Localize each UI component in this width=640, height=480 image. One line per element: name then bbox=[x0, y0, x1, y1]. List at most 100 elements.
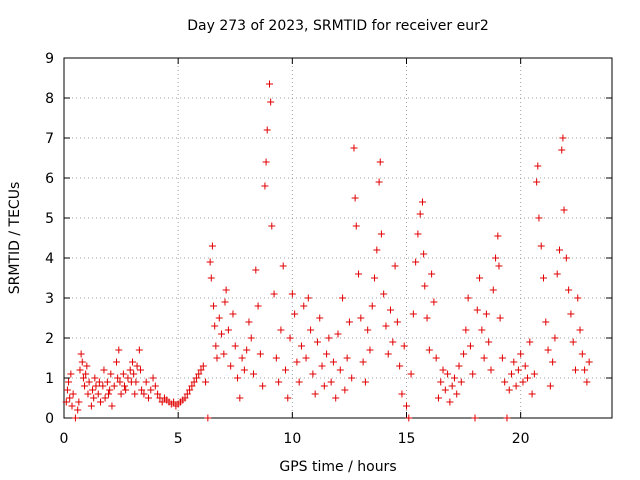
chart-title: Day 273 of 2023, SRMTID for receiver eur… bbox=[187, 18, 489, 34]
data-point bbox=[87, 402, 95, 410]
data-point bbox=[212, 342, 220, 350]
data-point bbox=[121, 382, 129, 390]
data-point bbox=[204, 414, 212, 422]
y-tick-label: 5 bbox=[45, 211, 54, 227]
data-point bbox=[414, 230, 422, 238]
data-point bbox=[267, 98, 275, 106]
data-point bbox=[247, 334, 255, 342]
data-point bbox=[462, 326, 470, 334]
data-point bbox=[453, 390, 461, 398]
data-point bbox=[555, 246, 563, 254]
data-point bbox=[286, 334, 294, 342]
data-point bbox=[517, 350, 525, 358]
data-point bbox=[361, 378, 369, 386]
data-point bbox=[100, 366, 108, 374]
data-point bbox=[197, 366, 205, 374]
data-point bbox=[487, 366, 495, 374]
data-point bbox=[350, 144, 358, 152]
axis-ticks bbox=[63, 57, 612, 419]
data-point bbox=[133, 362, 141, 370]
data-point bbox=[562, 254, 570, 262]
data-point bbox=[215, 314, 223, 322]
data-point bbox=[352, 222, 360, 230]
data-point bbox=[559, 134, 567, 142]
y-tick-label: 0 bbox=[45, 411, 54, 427]
data-point bbox=[254, 302, 262, 310]
data-point bbox=[140, 390, 148, 398]
data-point bbox=[318, 362, 326, 370]
data-point bbox=[68, 402, 76, 410]
data-point bbox=[510, 358, 518, 366]
data-point bbox=[69, 390, 77, 398]
data-point bbox=[132, 378, 140, 386]
data-point bbox=[457, 378, 465, 386]
data-point bbox=[542, 318, 550, 326]
data-point bbox=[117, 390, 125, 398]
data-point bbox=[505, 386, 513, 394]
data-point bbox=[206, 258, 214, 266]
data-point bbox=[309, 370, 317, 378]
data-point bbox=[170, 398, 178, 406]
data-point bbox=[295, 378, 303, 386]
data-point bbox=[268, 222, 276, 230]
y-tick-label: 3 bbox=[45, 291, 54, 307]
data-point bbox=[256, 350, 264, 358]
data-point bbox=[229, 310, 237, 318]
data-point bbox=[544, 346, 552, 354]
data-point bbox=[311, 390, 319, 398]
data-point bbox=[460, 350, 468, 358]
data-point bbox=[65, 378, 73, 386]
data-point bbox=[124, 374, 132, 382]
data-point bbox=[94, 390, 102, 398]
data-point bbox=[376, 158, 384, 166]
data-point bbox=[464, 294, 472, 302]
data-point bbox=[420, 250, 428, 258]
data-point bbox=[581, 366, 589, 374]
data-point bbox=[302, 354, 310, 362]
data-point bbox=[279, 262, 287, 270]
data-point bbox=[567, 310, 575, 318]
data-point bbox=[250, 370, 258, 378]
data-point bbox=[83, 362, 91, 370]
data-point bbox=[476, 274, 484, 282]
data-point bbox=[110, 382, 118, 390]
data-point bbox=[222, 286, 230, 294]
data-point bbox=[218, 330, 226, 338]
data-point bbox=[469, 370, 477, 378]
data-point bbox=[195, 370, 203, 378]
data-point bbox=[259, 382, 267, 390]
data-point bbox=[364, 326, 372, 334]
data-point bbox=[512, 382, 520, 390]
data-point bbox=[482, 310, 490, 318]
data-point bbox=[514, 366, 522, 374]
data-point bbox=[503, 414, 511, 422]
data-point bbox=[384, 350, 392, 358]
data-point bbox=[412, 258, 420, 266]
data-point bbox=[147, 386, 155, 394]
data-point bbox=[82, 370, 90, 378]
data-point bbox=[186, 386, 194, 394]
data-point bbox=[245, 318, 253, 326]
data-point bbox=[387, 306, 395, 314]
data-point bbox=[234, 374, 242, 382]
data-point bbox=[76, 366, 84, 374]
data-point bbox=[221, 298, 229, 306]
data-point bbox=[144, 394, 152, 402]
data-point bbox=[190, 378, 198, 386]
data-point bbox=[108, 402, 116, 410]
data-point bbox=[537, 242, 545, 250]
grid-lines bbox=[64, 58, 612, 418]
data-point bbox=[192, 374, 200, 382]
data-point bbox=[494, 232, 502, 240]
data-point bbox=[389, 338, 397, 346]
data-point bbox=[66, 394, 74, 402]
data-point bbox=[136, 366, 144, 374]
data-point bbox=[213, 354, 221, 362]
data-point bbox=[334, 330, 342, 338]
data-point bbox=[423, 314, 431, 322]
x-tick-label: 10 bbox=[283, 431, 301, 447]
data-point bbox=[359, 358, 367, 366]
data-point bbox=[471, 414, 479, 422]
